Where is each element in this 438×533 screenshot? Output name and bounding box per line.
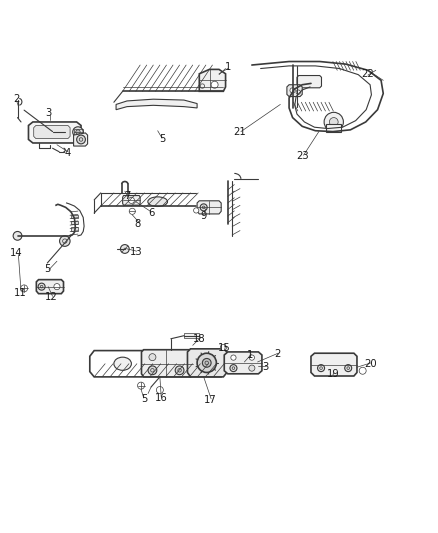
Text: 6: 6 xyxy=(148,208,154,218)
Polygon shape xyxy=(224,352,262,374)
Circle shape xyxy=(202,359,211,367)
Text: 5: 5 xyxy=(44,264,50,273)
Polygon shape xyxy=(311,353,357,376)
Text: 21: 21 xyxy=(233,127,247,138)
Text: 18: 18 xyxy=(193,334,205,344)
Circle shape xyxy=(149,354,156,361)
Bar xyxy=(184,333,199,338)
Polygon shape xyxy=(199,69,226,91)
Text: 2: 2 xyxy=(274,349,280,359)
Circle shape xyxy=(54,284,60,290)
Text: 9: 9 xyxy=(201,211,207,221)
Text: 1: 1 xyxy=(225,62,231,72)
Circle shape xyxy=(60,236,70,246)
Polygon shape xyxy=(123,196,140,205)
Text: 2: 2 xyxy=(14,94,20,104)
Bar xyxy=(71,227,78,231)
Circle shape xyxy=(129,208,135,214)
Circle shape xyxy=(128,197,134,204)
Text: 3: 3 xyxy=(262,362,268,372)
Text: 22: 22 xyxy=(361,69,374,79)
Circle shape xyxy=(329,118,338,126)
Text: 20: 20 xyxy=(364,359,376,369)
Circle shape xyxy=(296,90,300,94)
Text: 16: 16 xyxy=(155,393,168,403)
Circle shape xyxy=(249,355,254,360)
Circle shape xyxy=(77,135,85,144)
Polygon shape xyxy=(141,350,193,377)
Text: 4: 4 xyxy=(65,149,71,158)
Circle shape xyxy=(13,231,22,240)
Polygon shape xyxy=(287,85,302,96)
Polygon shape xyxy=(36,280,64,294)
Bar xyxy=(71,215,78,219)
Circle shape xyxy=(120,245,129,253)
Text: 17: 17 xyxy=(204,395,217,405)
Circle shape xyxy=(230,365,237,372)
Polygon shape xyxy=(297,76,321,88)
Ellipse shape xyxy=(148,197,167,206)
Circle shape xyxy=(220,344,226,351)
PathPatch shape xyxy=(116,99,197,110)
Circle shape xyxy=(290,88,295,93)
Circle shape xyxy=(138,382,145,389)
Ellipse shape xyxy=(114,357,131,370)
Polygon shape xyxy=(34,125,70,139)
Circle shape xyxy=(76,130,80,134)
Circle shape xyxy=(211,81,218,88)
Text: 1: 1 xyxy=(247,350,254,360)
Polygon shape xyxy=(187,349,227,377)
Circle shape xyxy=(21,285,28,292)
Text: 8: 8 xyxy=(135,219,141,229)
Circle shape xyxy=(156,386,163,393)
Circle shape xyxy=(324,112,343,132)
Text: 23: 23 xyxy=(296,151,308,161)
Text: 19: 19 xyxy=(326,369,339,379)
Text: 5: 5 xyxy=(141,394,148,404)
Polygon shape xyxy=(197,201,221,214)
Bar xyxy=(326,124,341,132)
Polygon shape xyxy=(74,133,88,146)
Text: 5: 5 xyxy=(159,134,165,144)
Circle shape xyxy=(249,365,255,371)
Text: 14: 14 xyxy=(11,248,23,259)
Circle shape xyxy=(197,353,216,373)
Bar xyxy=(74,129,83,135)
Circle shape xyxy=(148,366,157,375)
Text: 12: 12 xyxy=(45,292,58,302)
Text: 13: 13 xyxy=(130,247,142,257)
Circle shape xyxy=(194,208,199,213)
Circle shape xyxy=(38,283,45,290)
Circle shape xyxy=(73,127,83,138)
Text: 3: 3 xyxy=(45,108,51,118)
Circle shape xyxy=(345,365,352,372)
Bar xyxy=(71,221,78,224)
Text: 11: 11 xyxy=(14,288,27,298)
Polygon shape xyxy=(28,122,81,143)
Text: 15: 15 xyxy=(218,343,231,352)
Circle shape xyxy=(200,204,207,211)
Circle shape xyxy=(318,365,325,372)
Circle shape xyxy=(359,367,366,374)
Text: 7: 7 xyxy=(124,191,130,201)
Circle shape xyxy=(231,355,236,360)
Circle shape xyxy=(175,366,184,375)
